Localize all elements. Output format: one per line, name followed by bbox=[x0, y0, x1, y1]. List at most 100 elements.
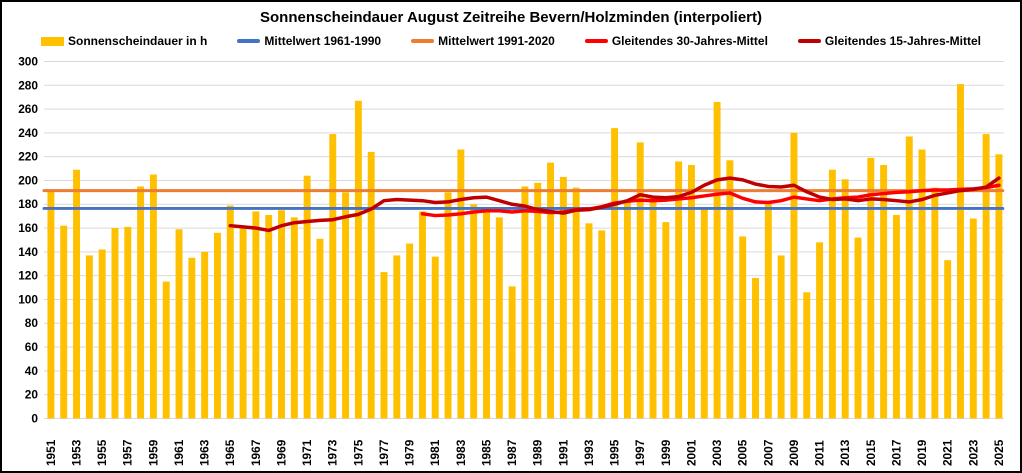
bar-1984 bbox=[470, 204, 478, 419]
bar-1994 bbox=[598, 230, 606, 419]
bar-1989 bbox=[534, 182, 542, 419]
bar-1993 bbox=[585, 223, 593, 419]
bar-2006 bbox=[752, 278, 759, 419]
bar-1967 bbox=[252, 211, 260, 419]
bar-1961 bbox=[175, 229, 183, 419]
x-tick-label-1963: 1963 bbox=[198, 439, 212, 466]
y-tick-label: 40 bbox=[25, 364, 39, 378]
bar-1987 bbox=[508, 286, 516, 419]
bar-1953 bbox=[73, 169, 81, 419]
x-tick-label-1961: 1961 bbox=[172, 439, 186, 466]
bar-2001 bbox=[687, 165, 695, 419]
bar-1988 bbox=[521, 186, 529, 419]
y-tick-label: 280 bbox=[18, 78, 38, 92]
bar-2025 bbox=[995, 154, 1003, 419]
bar-2002 bbox=[700, 207, 708, 419]
y-tick-label: 80 bbox=[25, 316, 39, 330]
bar-1958 bbox=[137, 186, 145, 419]
line-swatch-icon bbox=[411, 39, 435, 43]
x-tick-label-1969: 1969 bbox=[274, 439, 288, 466]
legend-label: Gleitendes 30-Jahres-Mittel bbox=[611, 34, 768, 48]
bar-2000 bbox=[675, 161, 683, 419]
x-tick-label-1965: 1965 bbox=[223, 439, 237, 466]
bar-1976 bbox=[367, 151, 375, 419]
x-tick-label-1997: 1997 bbox=[633, 439, 647, 466]
bar-1982 bbox=[444, 192, 452, 419]
line-swatch-icon bbox=[584, 39, 608, 43]
bar-1966 bbox=[239, 225, 247, 419]
legend-item-sonnenscheindauer: Sonnenscheindauer in h bbox=[41, 34, 207, 48]
legend-item-gleitendes-15-jahres-mittel: Gleitendes 15-Jahres-Mittel bbox=[797, 34, 981, 48]
x-tick-label-2025: 2025 bbox=[992, 439, 1006, 466]
x-tick-label-1959: 1959 bbox=[146, 439, 160, 466]
y-tick-label: 140 bbox=[18, 245, 38, 259]
y-tick-label: 200 bbox=[18, 173, 38, 187]
y-tick-label: 220 bbox=[18, 150, 38, 164]
bar-2015 bbox=[867, 157, 875, 419]
bar-2022 bbox=[957, 84, 964, 419]
moving-avg-line-gleitendes-30-jahres-mittel bbox=[420, 183, 1001, 218]
bar-swatch-icon bbox=[41, 36, 65, 46]
bar-1965 bbox=[226, 205, 234, 419]
x-tick-label-1989: 1989 bbox=[531, 439, 545, 466]
legend-item-mittelwert-1961-1990: Mittelwert 1961-1990 bbox=[237, 34, 381, 48]
x-tick-label-2011: 2011 bbox=[813, 440, 827, 466]
bar-1999 bbox=[662, 222, 670, 419]
bar-1973 bbox=[329, 134, 337, 419]
x-tick-label-2007: 2007 bbox=[761, 439, 775, 466]
bar-1997 bbox=[636, 142, 644, 419]
legend-label: Mittelwert 1991-2020 bbox=[438, 34, 555, 48]
bar-1996 bbox=[623, 199, 631, 419]
bar-1975 bbox=[354, 100, 362, 419]
bar-1960 bbox=[162, 281, 170, 419]
line-swatch-icon bbox=[797, 39, 821, 43]
bar-2016 bbox=[880, 165, 888, 419]
x-tick-label-1955: 1955 bbox=[95, 439, 109, 466]
x-tick-label-2021: 2021 bbox=[941, 439, 955, 466]
bar-2019 bbox=[918, 149, 926, 419]
bar-1981 bbox=[431, 256, 439, 419]
y-tick-label: 120 bbox=[18, 269, 38, 283]
bar-1951 bbox=[47, 189, 55, 419]
y-tick-label: 0 bbox=[31, 411, 38, 425]
bar-1952 bbox=[60, 225, 68, 419]
bar-1977 bbox=[380, 272, 388, 419]
bar-1955 bbox=[98, 249, 106, 419]
bar-2004 bbox=[726, 160, 734, 419]
x-tick-label-2013: 2013 bbox=[838, 439, 852, 466]
y-tick-label: 240 bbox=[18, 126, 38, 140]
x-tick-label-1975: 1975 bbox=[351, 439, 365, 466]
x-tick-label-1993: 1993 bbox=[582, 439, 596, 466]
legend-label: Mittelwert 1961-1990 bbox=[264, 34, 382, 48]
bar-1959 bbox=[149, 174, 157, 419]
x-tick-label-1995: 1995 bbox=[608, 439, 622, 466]
y-tick-label: 100 bbox=[18, 292, 38, 306]
bar-1969 bbox=[278, 210, 285, 419]
x-tick-label-1971: 1971 bbox=[300, 439, 314, 466]
bar-2024 bbox=[982, 134, 990, 419]
y-tick-label: 20 bbox=[25, 388, 39, 402]
x-tick-label-2003: 2003 bbox=[710, 439, 724, 466]
x-tick-label-1999: 1999 bbox=[659, 439, 673, 466]
x-tick-label-2017: 2017 bbox=[889, 439, 903, 466]
y-tick-label: 60 bbox=[25, 340, 39, 354]
line-swatch-icon bbox=[237, 39, 261, 43]
y-tick-label: 300 bbox=[18, 54, 38, 68]
x-tick-label-1981: 1981 bbox=[428, 439, 442, 466]
bar-1992 bbox=[572, 187, 580, 419]
bar-1998 bbox=[649, 198, 657, 419]
moving-avg-line-gleitendes-15-jahres-mittel bbox=[228, 176, 1001, 233]
bar-1971 bbox=[303, 175, 311, 419]
bar-2021 bbox=[944, 260, 952, 419]
y-tick-label: 260 bbox=[18, 102, 38, 116]
bar-2009 bbox=[790, 132, 798, 419]
bar-1962 bbox=[188, 257, 196, 419]
bar-2020 bbox=[931, 187, 939, 419]
legend: Sonnenscheindauer in h Mittelwert 1961-1… bbox=[2, 34, 1020, 48]
bar-1968 bbox=[265, 214, 273, 419]
bar-1978 bbox=[393, 255, 401, 419]
bar-2012 bbox=[828, 169, 836, 419]
bar-1963 bbox=[201, 251, 209, 419]
